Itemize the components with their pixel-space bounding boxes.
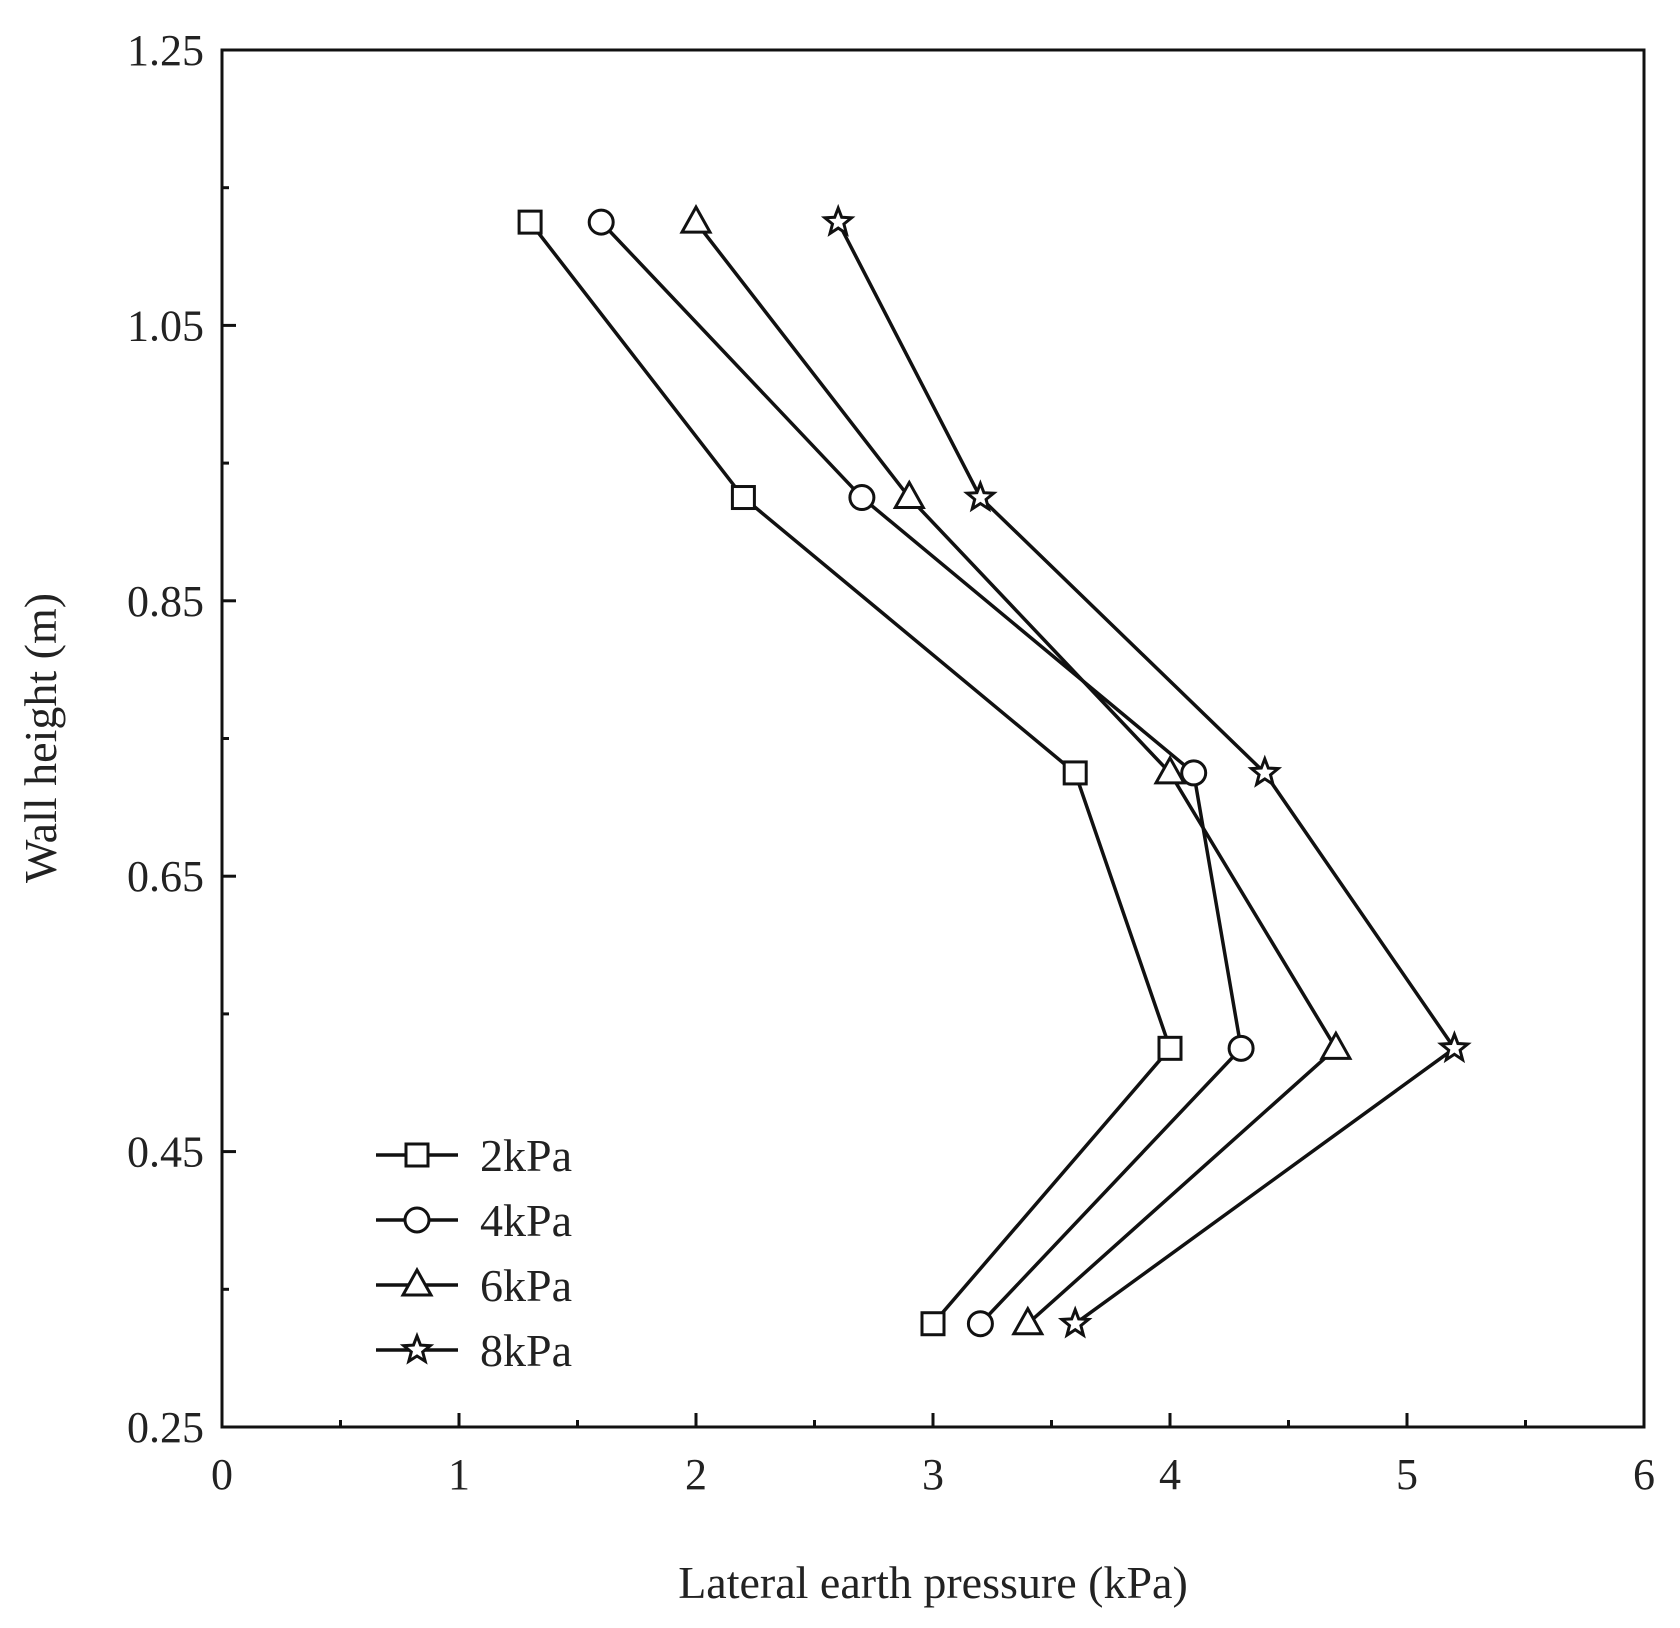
star-marker [1437,1030,1472,1064]
x-tick-label: 2 [685,1450,707,1499]
legend-item: 4kPa [376,1195,572,1246]
series-layer [517,203,1472,1339]
star-marker [820,203,856,237]
legend-label: 8kPa [480,1325,572,1376]
circle-marker [848,484,876,512]
square-marker [1157,1035,1183,1061]
legend-star-marker [399,1331,435,1365]
y-tick-label: 1.05 [127,301,204,350]
legend-label: 2kPa [480,1130,572,1181]
legend-label: 4kPa [480,1195,572,1246]
square-marker [920,1311,946,1337]
series-line [836,221,1457,1326]
series-6kPa [679,204,1353,1336]
legend-item: 2kPa [376,1130,572,1181]
x-axis-title: Lateral earth pressure (kPa) [678,1557,1188,1608]
x-tick-label: 3 [922,1450,944,1499]
circle-marker [966,1310,994,1338]
legend-square-marker [404,1142,430,1168]
triangle-marker [892,479,926,510]
star-marker [1247,754,1283,788]
y-tick-label: 0.25 [127,1403,204,1452]
y-tick-label: 0.45 [127,1128,204,1177]
square-marker [730,485,756,511]
series-line [599,220,1243,1325]
x-axis-ticks: 0 1 2 3 4 5 6 [211,1413,1655,1499]
triangle-marker [1153,754,1187,785]
y-axis-title: Wall height (m) [15,593,66,883]
x-tick-label: 5 [1396,1450,1418,1499]
series-line [694,221,1339,1326]
x-tick-label: 1 [448,1450,470,1499]
star-marker [963,479,998,513]
series-8kPa [820,203,1472,1339]
y-tick-label: 0.85 [127,577,204,626]
legend-item: 6kPa [376,1260,572,1311]
circle-marker [1227,1034,1255,1062]
square-marker [517,209,543,235]
legend: 2kPa 4kPa 6kPa 8kPa [376,1130,572,1376]
square-marker [1062,760,1088,786]
series-2kPa [517,209,1183,1337]
x-tick-label: 0 [211,1450,233,1499]
circle-marker [1180,759,1208,787]
legend-triangle-marker [400,1266,434,1297]
y-axis-ticks: 0.25 0.45 0.65 0.85 1.05 1.25 [127,26,236,1452]
star-marker [1057,1305,1093,1339]
series-4kPa [587,208,1255,1338]
y-tick-label: 1.25 [127,26,204,75]
legend-circle-marker [403,1206,431,1234]
triangle-marker [679,204,713,234]
x-tick-label: 4 [1159,1450,1181,1499]
circle-marker [587,208,615,236]
triangle-marker [1011,1305,1045,1336]
x-tick-label: 6 [1633,1450,1655,1499]
y-tick-label: 0.65 [127,852,204,901]
legend-label: 6kPa [480,1260,572,1311]
legend-item: 8kPa [376,1325,572,1376]
triangle-marker [1319,1030,1353,1060]
